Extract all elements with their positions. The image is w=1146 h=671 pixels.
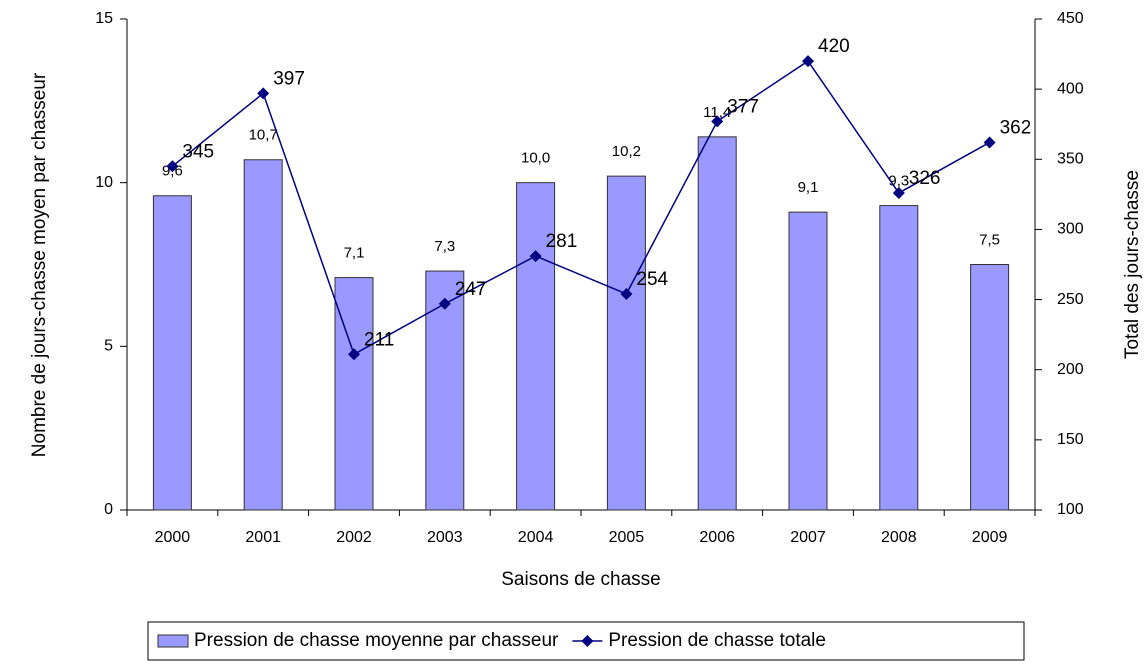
y-tick-label: 5: [104, 338, 113, 355]
data-label: 7,5: [979, 231, 1000, 248]
y-tick-label: 10: [95, 174, 113, 191]
marker: [529, 250, 542, 263]
data-label: 7,1: [344, 245, 365, 262]
bar: [879, 205, 919, 511]
x-tick-label: 2006: [699, 529, 735, 546]
y-axis-title: Nombre de jours-chasse moyen par chasseu…: [29, 72, 50, 458]
data-label: 420: [818, 36, 850, 57]
x-tick-label: 2004: [518, 529, 554, 546]
data-label: 10,2: [612, 143, 641, 160]
marker: [802, 55, 814, 68]
data-label: 326: [909, 168, 941, 189]
x-tick-label: 2000: [155, 529, 191, 546]
bar: [606, 175, 646, 511]
line: [171, 60, 990, 356]
data-label: 9,1: [798, 179, 819, 196]
y2-tick-label: 100: [1057, 501, 1084, 518]
y-tick-label: 15: [95, 10, 113, 27]
bar: [788, 211, 828, 511]
y2-tick-label: 300: [1057, 221, 1084, 238]
data-label: 10,0: [521, 150, 550, 167]
y2-tick-label: 450: [1057, 10, 1084, 27]
data-label: 254: [636, 269, 668, 290]
data-label: 7,3: [434, 238, 455, 255]
y-tick-label: 0: [104, 501, 113, 518]
marker: [711, 115, 724, 128]
data-label: 345: [182, 141, 214, 162]
legend-marker: [581, 635, 594, 647]
y2-tick-label: 350: [1057, 151, 1084, 168]
data-label: 362: [1000, 117, 1032, 138]
x-tick-label: 2001: [245, 529, 281, 546]
bar: [697, 136, 737, 511]
x-tick-label: 2003: [427, 529, 463, 546]
marker: [166, 160, 179, 173]
data-label: 247: [455, 279, 487, 300]
bar: [970, 264, 1010, 511]
x-axis-title: Saisons de chasse: [501, 569, 661, 590]
bar: [243, 159, 283, 511]
data-label: 281: [546, 231, 578, 252]
data-label: 377: [727, 96, 759, 117]
y2-tick-label: 150: [1057, 431, 1084, 448]
y2-tick-label: 400: [1057, 80, 1084, 97]
x-tick-label: 2005: [609, 529, 645, 546]
y2-tick-label: 250: [1057, 291, 1084, 308]
marker: [257, 87, 270, 100]
marker: [983, 136, 996, 149]
y2-tick-label: 200: [1057, 361, 1084, 378]
data-label: 211: [364, 329, 394, 350]
legend-label: Pression de chasse moyenne par chasseur: [194, 630, 559, 651]
bar: [334, 277, 374, 511]
bar: [152, 195, 192, 511]
marker: [620, 287, 633, 300]
x-tick-label: 2002: [336, 529, 372, 546]
x-tick-label: 2008: [881, 529, 917, 546]
x-tick-label: 2009: [972, 529, 1008, 546]
marker: [892, 186, 905, 199]
legend-swatch: [157, 634, 189, 648]
marker: [438, 297, 451, 310]
marker: [348, 348, 360, 361]
data-label: 397: [273, 68, 305, 89]
x-tick-label: 2007: [790, 529, 826, 546]
legend-label: Pression de chasse totale: [608, 630, 826, 651]
data-label: 10,7: [249, 127, 278, 144]
y2-axis-title: Total des jours-chasse: [1122, 170, 1143, 359]
bar: [516, 182, 556, 511]
